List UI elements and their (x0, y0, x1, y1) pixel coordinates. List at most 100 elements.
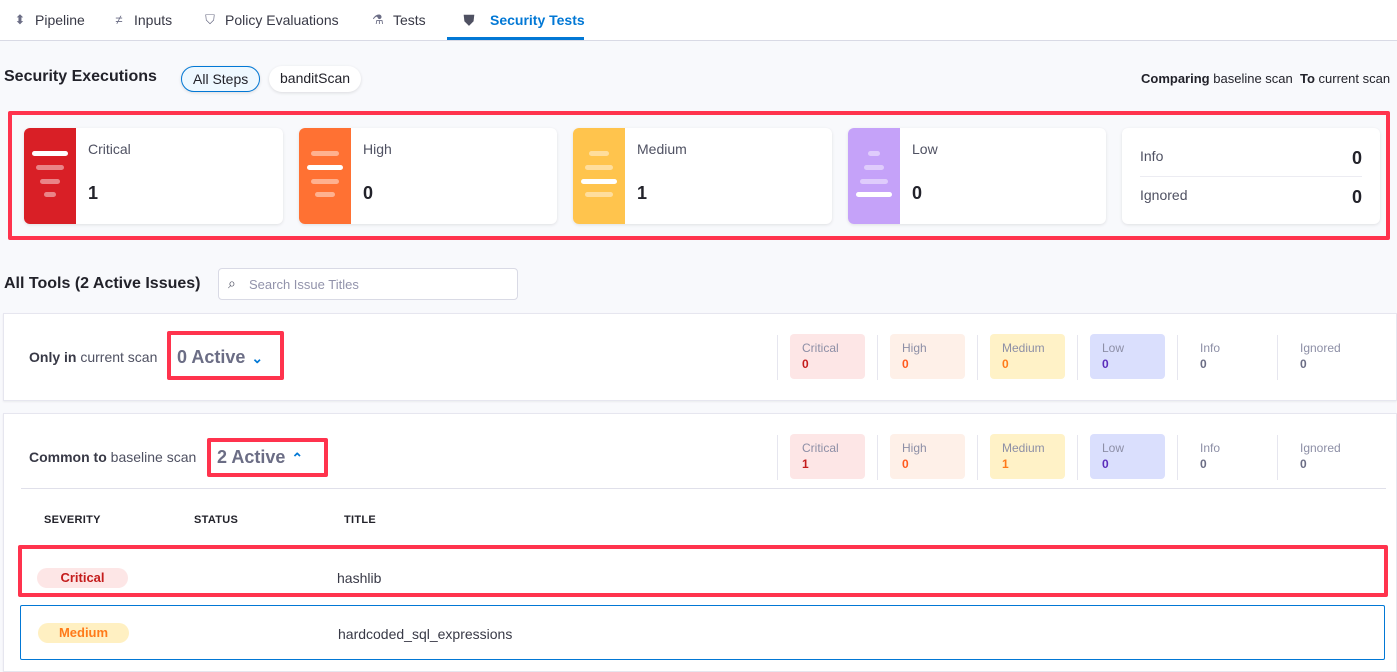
severity-badge: Critical (37, 568, 128, 588)
chip-label: High (902, 341, 927, 355)
tab-bar: ⬍ Pipeline ≠ Inputs ⛉ Policy Evaluations ⚗ T… (0, 0, 1397, 41)
table-row[interactable]: Critical hashlib (20, 548, 1386, 596)
pipeline-icon: ⬍ (14, 12, 26, 27)
chip-value: 0 (902, 457, 909, 471)
chip-label: Medium (1002, 441, 1045, 455)
count-chip-low: Low 0 (1090, 434, 1165, 479)
page-title: Security Executions (4, 68, 157, 85)
severity-badge: Medium (38, 623, 129, 643)
group-label: Only in current scan (29, 349, 158, 365)
tools-title: All Tools (2 Active Issues) (4, 275, 201, 292)
tab-label: Policy Evaluations (225, 12, 339, 28)
chip-value: 0 (1002, 357, 1009, 371)
tab-inputs[interactable]: ≠ Inputs (112, 10, 172, 30)
tab-label: Inputs (134, 12, 173, 28)
chip-value: 0 (1200, 457, 1207, 471)
ignored-row: Ignored 0 (1140, 187, 1362, 207)
flask-icon: ⚗ (372, 12, 384, 27)
chip-label: Critical (802, 441, 839, 455)
chip-label: Critical (802, 341, 839, 355)
summary-card-high: High 0 (299, 128, 557, 224)
chip-label: Ignored (1300, 341, 1341, 355)
filter-banditscan[interactable]: banditScan (269, 66, 362, 92)
chip-value: 1 (802, 457, 809, 471)
high-severity-icon (299, 128, 351, 224)
divider (1277, 435, 1278, 480)
summary-card-info-ignored: Info 0 Ignored 0 (1122, 128, 1380, 224)
comparison-label: Comparing baseline scan To current scan (1141, 71, 1391, 86)
chip-value: 0 (1102, 357, 1109, 371)
divider (1177, 335, 1178, 380)
issue-title: hardcoded_sql_expressions (338, 626, 513, 642)
inputs-icon: ≠ (115, 12, 123, 27)
tab-pipeline[interactable]: ⬍ Pipeline (13, 10, 85, 30)
chip-value: 0 (1200, 357, 1207, 371)
column-header-status: STATUS (194, 514, 239, 526)
summary-card-low: Low 0 (848, 128, 1106, 224)
card-label: Medium (637, 141, 687, 157)
divider (877, 435, 878, 480)
count-chip-ignored: Ignored 0 (1288, 434, 1363, 479)
shield-check-icon: ⛉ (205, 12, 215, 27)
column-header-severity: SEVERITY (44, 514, 101, 526)
count-chip-ignored: Ignored 0 (1288, 334, 1363, 379)
count-chip-info: Info 0 (1188, 334, 1263, 379)
divider (777, 435, 778, 480)
divider (21, 488, 1386, 489)
chip-label: Low (1102, 341, 1125, 355)
divider (1177, 435, 1178, 480)
tab-label: Tests (393, 12, 426, 28)
active-tab-indicator (447, 37, 584, 40)
chevron-up-icon: ⌃ (291, 450, 304, 466)
divider (977, 435, 978, 480)
divider (1140, 176, 1362, 177)
divider (777, 335, 778, 380)
count-chip-high: High 0 (890, 334, 965, 379)
chip-value: 0 (902, 357, 909, 371)
chip-label: High (902, 441, 927, 455)
chip-label: Medium (1002, 341, 1045, 355)
divider (1077, 335, 1078, 380)
count-chip-critical: Critical 0 (790, 334, 865, 379)
shield-icon: ⛊ (463, 12, 475, 28)
card-value: 1 (88, 183, 99, 203)
chip-value: 0 (1300, 357, 1307, 371)
info-row: Info 0 (1140, 148, 1362, 168)
tab-label: Pipeline (35, 12, 85, 28)
issue-title: hashlib (337, 570, 382, 586)
card-value: 0 (363, 183, 374, 203)
active-toggle[interactable]: 2 Active ⌃ (217, 447, 304, 467)
count-chip-medium: Medium 0 (990, 334, 1065, 379)
filter-all-steps[interactable]: All Steps (181, 66, 261, 92)
tab-policy-evaluations[interactable]: ⛉ Policy Evaluations (203, 10, 339, 30)
card-label: Low (912, 141, 938, 157)
count-chip-high: High 0 (890, 434, 965, 479)
chip-value: 0 (1102, 457, 1109, 471)
search-placeholder: Search Issue Titles (249, 277, 359, 292)
tab-security-tests[interactable]: ⛊ Security Tests (456, 10, 585, 30)
search-icon: ⌕ (228, 275, 236, 291)
chip-label: Info (1200, 341, 1221, 355)
chip-value: 1 (1002, 457, 1009, 471)
card-value: 1 (637, 183, 648, 203)
summary-card-medium: Medium 1 (573, 128, 832, 224)
count-chip-low: Low 0 (1090, 334, 1165, 379)
tab-tests[interactable]: ⚗ Tests (371, 10, 426, 30)
search-input[interactable]: ⌕ Search Issue Titles (218, 268, 518, 300)
chevron-down-icon: ⌄ (251, 350, 264, 366)
group-label: Common to baseline scan (29, 449, 197, 465)
divider (1077, 435, 1078, 480)
critical-severity-icon (24, 128, 76, 224)
medium-severity-icon (573, 128, 625, 224)
chip-value: 0 (802, 357, 809, 371)
active-toggle[interactable]: 0 Active ⌄ (177, 347, 264, 367)
table-row[interactable]: Medium hardcoded_sql_expressions (20, 605, 1385, 660)
chip-value: 0 (1300, 457, 1307, 471)
chip-label: Low (1102, 441, 1125, 455)
count-chip-info: Info 0 (1188, 434, 1263, 479)
low-severity-icon (848, 128, 900, 224)
chip-label: Ignored (1300, 441, 1341, 455)
card-value: 0 (912, 183, 923, 203)
count-chip-critical: Critical 1 (790, 434, 865, 479)
divider (977, 335, 978, 380)
